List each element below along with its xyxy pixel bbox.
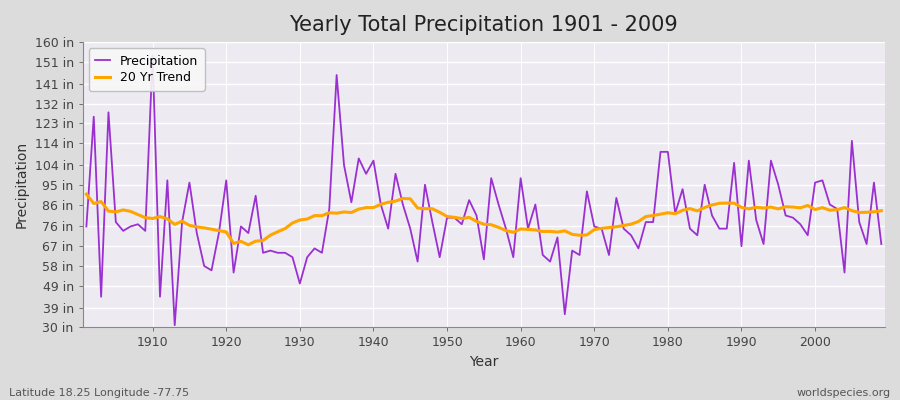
Precipitation [876, 242, 886, 246]
Y-axis label: Precipitation: Precipitation [15, 141, 29, 228]
20 Yr Trend [310, 213, 320, 218]
Precipitation [618, 226, 629, 231]
X-axis label: Year: Year [469, 355, 499, 369]
20 Yr Trend [140, 215, 150, 220]
Precipitation [317, 250, 328, 255]
Text: worldspecies.org: worldspecies.org [796, 388, 891, 398]
20 Yr Trend [876, 208, 886, 213]
Precipitation [361, 171, 372, 176]
Precipitation [140, 228, 150, 233]
20 Yr Trend [354, 207, 364, 212]
Title: Yearly Total Precipitation 1901 - 2009: Yearly Total Precipitation 1901 - 2009 [290, 15, 679, 35]
Precipitation [530, 202, 541, 207]
Precipitation [148, 53, 158, 58]
20 Yr Trend [516, 226, 526, 231]
Legend: Precipitation, 20 Yr Trend: Precipitation, 20 Yr Trend [89, 48, 204, 91]
20 Yr Trend [243, 242, 254, 247]
20 Yr Trend [81, 192, 92, 197]
20 Yr Trend [611, 224, 622, 229]
Precipitation [81, 224, 92, 229]
20 Yr Trend [523, 227, 534, 232]
Line: Precipitation: Precipitation [86, 55, 881, 325]
Precipitation [523, 226, 534, 231]
Precipitation [169, 323, 180, 328]
Line: 20 Yr Trend: 20 Yr Trend [86, 194, 881, 245]
Text: Latitude 18.25 Longitude -77.75: Latitude 18.25 Longitude -77.75 [9, 388, 189, 398]
